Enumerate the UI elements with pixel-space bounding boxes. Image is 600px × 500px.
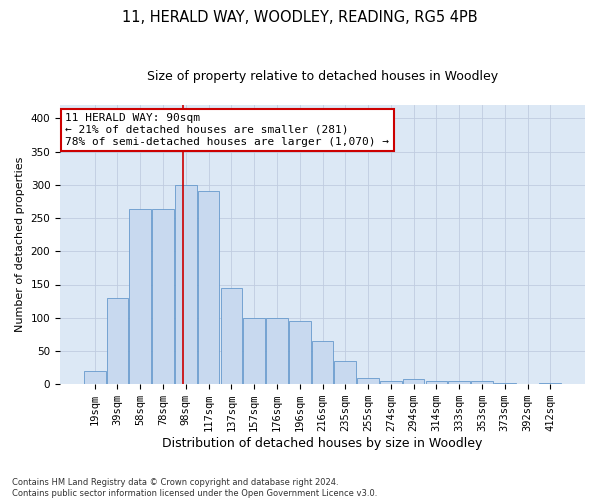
- Bar: [84, 371, 106, 384]
- X-axis label: Distribution of detached houses by size in Woodley: Distribution of detached houses by size …: [163, 437, 483, 450]
- Bar: [448, 381, 470, 384]
- Bar: [425, 381, 447, 384]
- Bar: [471, 381, 493, 384]
- Bar: [311, 341, 334, 384]
- Title: Size of property relative to detached houses in Woodley: Size of property relative to detached ho…: [147, 70, 498, 83]
- Bar: [380, 381, 401, 384]
- Y-axis label: Number of detached properties: Number of detached properties: [15, 157, 25, 332]
- Bar: [175, 185, 197, 384]
- Bar: [198, 192, 220, 384]
- Bar: [357, 378, 379, 384]
- Bar: [403, 379, 424, 384]
- Bar: [152, 210, 174, 384]
- Bar: [494, 383, 515, 384]
- Bar: [289, 321, 311, 384]
- Bar: [107, 298, 128, 384]
- Bar: [266, 318, 288, 384]
- Bar: [221, 288, 242, 384]
- Text: 11, HERALD WAY, WOODLEY, READING, RG5 4PB: 11, HERALD WAY, WOODLEY, READING, RG5 4P…: [122, 10, 478, 25]
- Bar: [539, 383, 561, 384]
- Bar: [334, 361, 356, 384]
- Bar: [130, 210, 151, 384]
- Bar: [244, 318, 265, 384]
- Text: 11 HERALD WAY: 90sqm
← 21% of detached houses are smaller (281)
78% of semi-deta: 11 HERALD WAY: 90sqm ← 21% of detached h…: [65, 114, 389, 146]
- Text: Contains HM Land Registry data © Crown copyright and database right 2024.
Contai: Contains HM Land Registry data © Crown c…: [12, 478, 377, 498]
